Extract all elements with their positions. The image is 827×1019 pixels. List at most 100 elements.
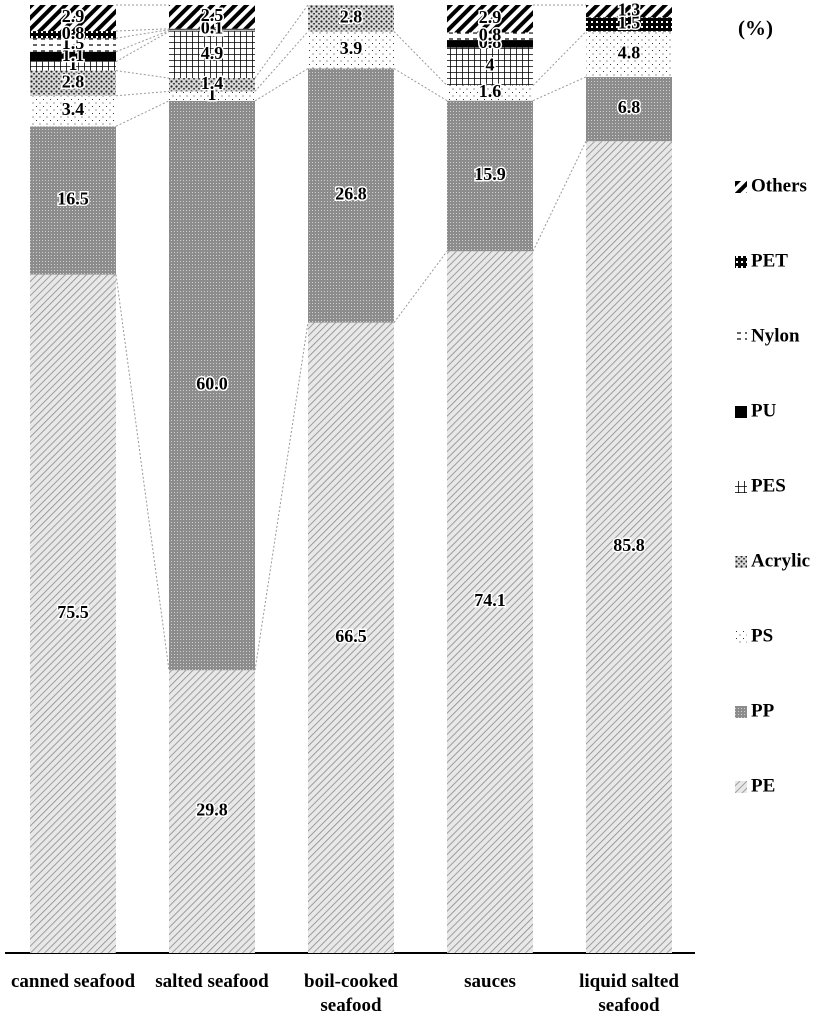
data-label: 2.5	[201, 5, 224, 25]
data-label: 0.1	[201, 17, 224, 37]
bar-segment	[169, 31, 255, 79]
data-label: 6.8	[618, 97, 641, 117]
data-label: 1.3	[618, 0, 641, 19]
bar-segment	[308, 68, 394, 323]
legend-swatch	[735, 631, 747, 643]
bar-segment	[586, 76, 672, 142]
x-tick-label: liquid salted seafood	[579, 971, 679, 1016]
legend-label: PES	[751, 475, 786, 496]
data-label: 2.8	[62, 71, 85, 91]
x-tick-label: salted seafood	[155, 971, 269, 992]
data-label: 1	[69, 54, 78, 74]
x-tick-label: sauces	[464, 971, 516, 992]
legend-label: PU	[751, 400, 777, 421]
data-label: 0.8	[479, 24, 502, 44]
bar-segment	[169, 78, 255, 92]
legend-swatch	[735, 256, 747, 268]
bar-segment	[30, 70, 116, 96]
bar-segment	[30, 51, 116, 62]
connector	[532, 141, 587, 252]
data-label: 1	[208, 84, 217, 104]
connector	[254, 31, 309, 92]
bar-segment	[447, 100, 533, 252]
bar-segment	[447, 251, 533, 953]
data-label: 1.5	[62, 33, 85, 53]
data-label: 74.1	[474, 590, 506, 610]
data-label: 26.8	[335, 184, 367, 204]
data-label: 15.9	[474, 164, 506, 184]
bar-segment	[169, 5, 255, 29]
bar-segment	[447, 47, 533, 86]
connector	[115, 28, 170, 32]
bar-segment	[30, 95, 116, 127]
connector	[115, 90, 170, 97]
unit-label: (%)	[738, 16, 773, 40]
legend-swatch	[735, 481, 747, 493]
bar-segment	[30, 126, 116, 275]
data-label: 0.8	[62, 23, 85, 43]
bar-segment	[586, 141, 672, 954]
legend-swatch	[735, 181, 747, 193]
legend-swatch	[735, 706, 747, 718]
data-label: 0.1	[201, 19, 224, 39]
data-label: 85.8	[613, 535, 645, 555]
connector	[115, 29, 170, 39]
legend-label: PP	[751, 700, 775, 721]
connector	[115, 31, 170, 63]
bar-segment	[30, 61, 116, 71]
bar-segment	[586, 5, 672, 18]
data-label: 3.9	[340, 38, 363, 58]
bar-segment	[308, 31, 394, 69]
legend-label: PS	[751, 625, 773, 646]
bar-segment	[308, 322, 394, 954]
data-label: 1.1	[62, 45, 85, 65]
connector	[393, 250, 448, 323]
bar-segment	[169, 91, 255, 101]
connector	[393, 31, 448, 86]
legend-label: Acrylic	[751, 550, 810, 571]
data-label: 0.8	[479, 32, 502, 52]
bar-segment	[169, 29, 255, 31]
bar-segment	[447, 40, 533, 48]
connector	[115, 100, 170, 127]
connector	[254, 322, 309, 671]
data-label: 0.1	[201, 18, 224, 38]
connector	[115, 70, 170, 79]
data-label: 1.5	[618, 13, 641, 33]
bar-segment	[169, 100, 255, 671]
data-label: 66.5	[335, 626, 367, 646]
data-label: 29.8	[196, 800, 228, 820]
bar-segment	[308, 5, 394, 32]
data-label: 16.5	[57, 189, 89, 209]
bar-segment	[169, 670, 255, 953]
connector	[254, 4, 309, 79]
connector	[393, 68, 448, 102]
data-label: 4.9	[201, 43, 224, 63]
legend-swatch	[735, 331, 747, 343]
data-label: 4	[486, 55, 495, 75]
data-label: 2.9	[479, 7, 502, 27]
legend-label: Nylon	[751, 325, 800, 346]
connector	[532, 31, 587, 86]
bar-segment	[30, 5, 116, 32]
data-label: 1.6	[479, 81, 502, 101]
bar-segment	[169, 30, 255, 32]
x-tick-label: boil-cooked seafood	[304, 971, 398, 1016]
data-label: 75.5	[57, 602, 89, 622]
data-label: 4.8	[618, 42, 641, 62]
legend-label: Others	[751, 175, 807, 196]
bar-segment	[447, 32, 533, 41]
data-label: 2.9	[62, 6, 85, 26]
bar-segment	[586, 17, 672, 32]
data-label: 1.4	[201, 73, 224, 93]
legend-label: PET	[751, 250, 788, 271]
bar-segment	[30, 38, 116, 52]
bar-segment	[30, 31, 116, 39]
connector	[532, 76, 587, 102]
bar-segment	[447, 85, 533, 101]
legend-swatch	[735, 406, 747, 418]
connector	[254, 68, 309, 102]
bar-segment	[169, 28, 255, 30]
connector	[115, 274, 170, 671]
